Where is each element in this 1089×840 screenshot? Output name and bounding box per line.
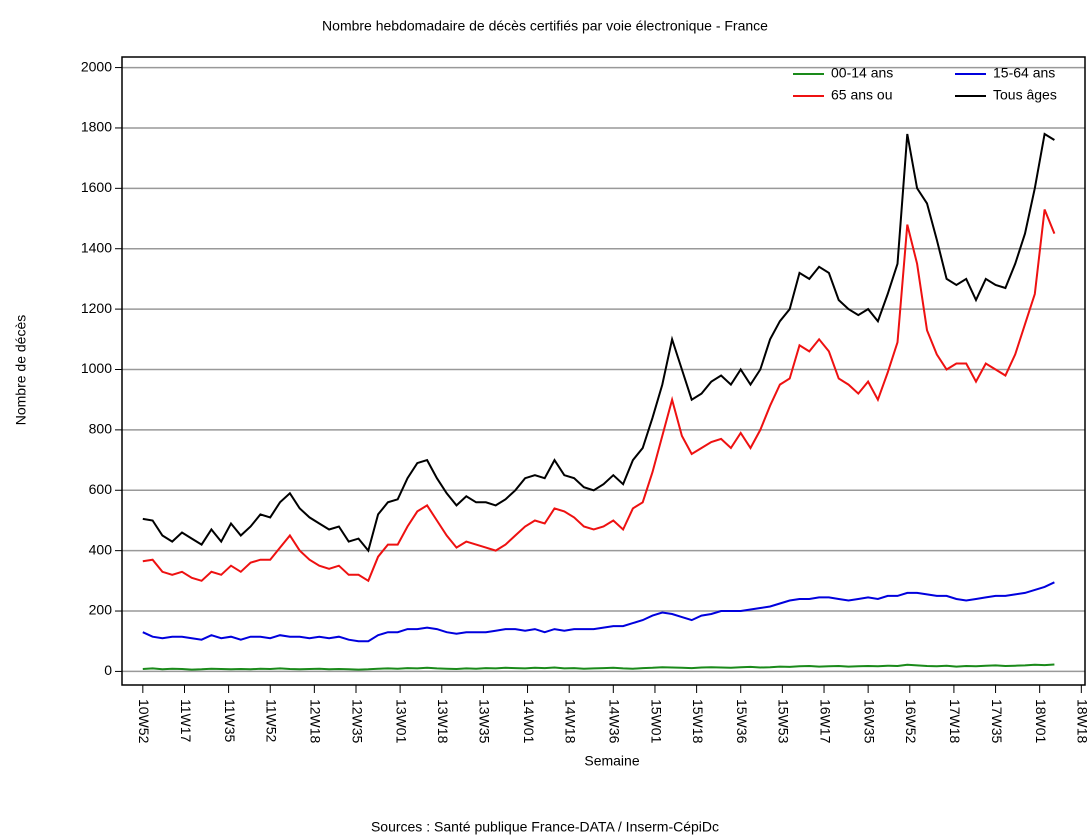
chart-title: Nombre hebdomadaire de décès certifiés p… [322,18,768,34]
y-tick-label: 1800 [81,119,112,135]
x-tick-label: 16W17 [817,699,833,744]
series-line [142,581,1055,643]
y-tick-label: 1000 [81,360,112,376]
series-line [142,132,1055,553]
x-tick-label: 15W53 [776,699,792,744]
x-tick-label: 13W01 [393,699,409,744]
y-tick-label: 1400 [81,239,112,255]
x-tick-label: 14W01 [521,699,537,744]
x-tick-label: 16W52 [903,699,919,744]
legend-label: 65 ans ou [831,87,893,103]
x-tick-label: 11W17 [178,699,194,743]
legend-label: 15-64 ans [993,65,1055,81]
y-axis-label: Nombre de décès [13,315,29,426]
series-line [142,209,1056,583]
series-line [142,663,1055,671]
x-tick-label: 14W36 [607,699,623,744]
legend-label: 00-14 ans [831,65,893,81]
x-tick-label: 15W36 [734,699,750,744]
x-tick-label: 18W01 [1033,699,1049,744]
x-tick-label: 17W35 [989,699,1005,744]
x-tick-label: 15W18 [690,699,706,744]
y-tick-label: 400 [89,541,113,557]
x-tick-label: 13W35 [477,699,493,744]
y-tick-label: 1600 [81,179,112,195]
y-tick-label: 2000 [81,58,112,74]
x-tick-label: 11W35 [222,699,238,743]
x-tick-label: 12W35 [349,699,365,744]
x-axis-label: Semaine [584,753,639,769]
x-tick-label: 15W01 [648,699,664,744]
x-tick-label: 12W18 [308,699,324,744]
y-tick-label: 0 [104,662,112,678]
legend-label: Tous âges [993,87,1057,103]
x-tick-label: 18W18 [1075,699,1089,744]
x-tick-label: 11W52 [264,699,280,743]
plot-frame [121,56,1086,686]
x-tick-label: 16W35 [861,699,877,744]
x-tick-label: 13W18 [435,699,451,744]
y-tick-label: 600 [89,481,113,497]
y-tick-label: 800 [89,421,113,437]
source-note: Sources : Santé publique France-DATA / I… [371,819,719,835]
x-tick-label: 10W52 [136,699,152,744]
x-tick-label: 17W18 [947,699,963,744]
x-tick-label: 14W18 [562,699,578,744]
y-tick-label: 1200 [81,300,112,316]
y-tick-label: 200 [89,602,113,618]
